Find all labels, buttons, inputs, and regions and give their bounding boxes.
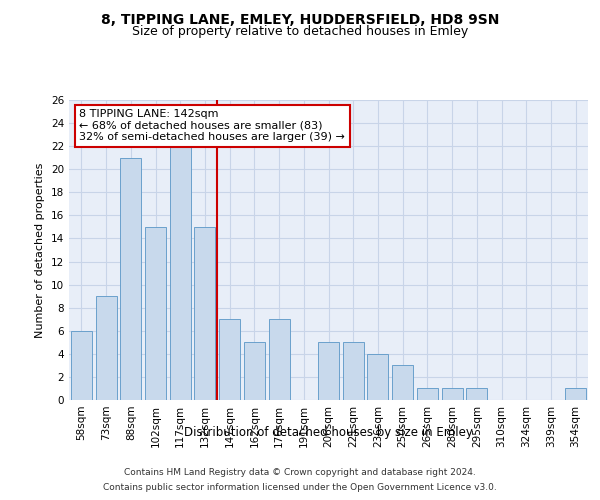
Bar xyxy=(343,342,364,400)
Bar xyxy=(269,319,290,400)
Bar xyxy=(417,388,438,400)
Bar xyxy=(565,388,586,400)
Bar xyxy=(145,227,166,400)
Bar xyxy=(120,158,141,400)
Bar xyxy=(392,366,413,400)
Bar xyxy=(318,342,339,400)
Text: 8 TIPPING LANE: 142sqm
← 68% of detached houses are smaller (83)
32% of semi-det: 8 TIPPING LANE: 142sqm ← 68% of detached… xyxy=(79,109,345,142)
Bar xyxy=(367,354,388,400)
Text: 8, TIPPING LANE, EMLEY, HUDDERSFIELD, HD8 9SN: 8, TIPPING LANE, EMLEY, HUDDERSFIELD, HD… xyxy=(101,12,499,26)
Text: Distribution of detached houses by size in Emley: Distribution of detached houses by size … xyxy=(184,426,473,439)
Bar xyxy=(442,388,463,400)
Bar xyxy=(219,319,240,400)
Bar xyxy=(466,388,487,400)
Bar xyxy=(170,146,191,400)
Bar xyxy=(244,342,265,400)
Text: Contains public sector information licensed under the Open Government Licence v3: Contains public sector information licen… xyxy=(103,483,497,492)
Bar xyxy=(194,227,215,400)
Text: Contains HM Land Registry data © Crown copyright and database right 2024.: Contains HM Land Registry data © Crown c… xyxy=(124,468,476,477)
Y-axis label: Number of detached properties: Number of detached properties xyxy=(35,162,46,338)
Text: Size of property relative to detached houses in Emley: Size of property relative to detached ho… xyxy=(132,25,468,38)
Bar xyxy=(95,296,116,400)
Bar xyxy=(71,331,92,400)
